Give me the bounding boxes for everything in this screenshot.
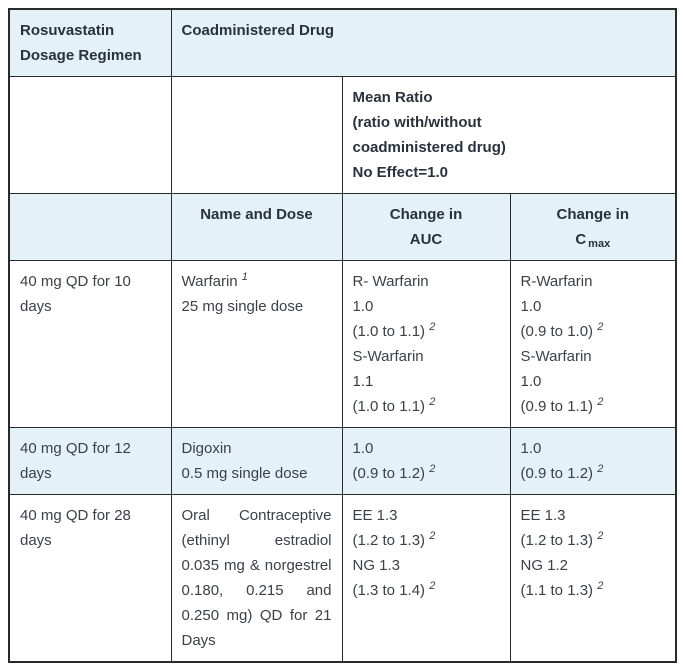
- header-change-in-auc: Change in AUC: [341, 193, 511, 261]
- cell-change-cmax: R-Warfarin 1.0 (0.9 to 1.0) 2 S-Warfarin…: [509, 260, 677, 428]
- footnote-ref: 2: [429, 321, 436, 333]
- empty-cell: [170, 76, 343, 194]
- footnote-ref: 2: [429, 580, 436, 592]
- cell-regimen: 40 mg QD for 10 days: [8, 260, 172, 428]
- header-row-1: Rosuvastatin Dosage Regimen Coadminister…: [8, 8, 677, 77]
- cell-change-auc: R- Warfarin 1.0 (1.0 to 1.1) 2 S-Warfari…: [341, 260, 511, 428]
- header-change-in-auc-label: Change in AUC: [389, 206, 463, 248]
- cell-change-cmax: 1.0 (0.9 to 1.2) 2: [509, 427, 677, 495]
- cell-change-cmax: EE 1.3 (1.2 to 1.3) 2 NG 1.2 (1.1 to 1.3…: [509, 494, 677, 663]
- cell-drug-name-dose: Oral Contraceptive (ethinyl estradiol 0.…: [170, 494, 343, 663]
- cmax-subscript: max: [588, 238, 611, 250]
- cell-regimen: 40 mg QD for 12 days: [8, 427, 172, 495]
- header-mean-ratio: Mean Ratio (ratio with/without coadminis…: [341, 76, 677, 194]
- table-row-digoxin: 40 mg QD for 12 days Digoxin 0.5 mg sing…: [8, 427, 677, 495]
- footnote-ref: 2: [429, 530, 436, 542]
- table-row-oral-contraceptive: 40 mg QD for 28 days Oral Contraceptive …: [8, 494, 677, 663]
- header-mean-ratio-label: Mean Ratio (ratio with/without coadminis…: [352, 89, 506, 181]
- header-name-and-dose: Name and Dose: [170, 193, 343, 261]
- footnote-ref: 2: [597, 580, 604, 592]
- footnote-ref: 2: [429, 463, 436, 475]
- empty-cell: [8, 193, 172, 261]
- cell-change-auc: EE 1.3 (1.2 to 1.3) 2 NG 1.3 (1.3 to 1.4…: [341, 494, 511, 663]
- cell-change-auc: 1.0 (0.9 to 1.2) 2: [341, 427, 511, 495]
- header-rosuvastatin-dosage-regimen: Rosuvastatin Dosage Regimen: [8, 8, 172, 77]
- cell-drug-name-dose: Digoxin 0.5 mg single dose: [170, 427, 343, 495]
- footnote-ref: 1: [241, 271, 248, 283]
- footnote-ref: 2: [429, 396, 436, 408]
- footnote-ref: 2: [597, 396, 604, 408]
- cell-regimen: 40 mg QD for 28 days: [8, 494, 172, 663]
- header-coadministered-drug: Coadministered Drug: [170, 8, 677, 77]
- footnote-ref: 2: [597, 463, 604, 475]
- table-row-warfarin: 40 mg QD for 10 days Warfarin 1 25 mg si…: [8, 260, 677, 428]
- header-name-and-dose-label: Name and Dose: [200, 206, 313, 223]
- footnote-ref: 2: [597, 530, 604, 542]
- header-coadministered-drug-label: Coadministered Drug: [181, 22, 335, 39]
- cell-drug-name-dose: Warfarin 1 25 mg single dose: [170, 260, 343, 428]
- empty-cell: [8, 76, 172, 194]
- header-row-2: Mean Ratio (ratio with/without coadminis…: [8, 76, 677, 194]
- footnote-ref: 2: [597, 321, 604, 333]
- drug-interaction-table: Rosuvastatin Dosage Regimen Coadminister…: [8, 8, 678, 663]
- header-rosuvastatin-dosage-regimen-label: Rosuvastatin Dosage Regimen: [20, 22, 142, 64]
